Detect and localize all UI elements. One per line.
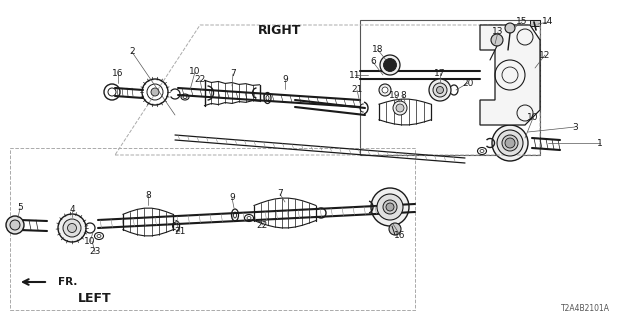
Text: 12: 12 <box>540 51 550 60</box>
Circle shape <box>491 34 503 46</box>
Text: 22: 22 <box>257 220 268 229</box>
Polygon shape <box>480 25 540 125</box>
Polygon shape <box>360 20 540 155</box>
Text: 18: 18 <box>372 45 384 54</box>
Circle shape <box>505 138 515 148</box>
Circle shape <box>386 203 394 211</box>
Ellipse shape <box>429 79 451 101</box>
Text: 16: 16 <box>394 230 406 239</box>
Circle shape <box>6 216 24 234</box>
Text: 9: 9 <box>229 194 235 203</box>
Ellipse shape <box>383 59 397 71</box>
Ellipse shape <box>371 188 409 226</box>
Text: 22: 22 <box>195 76 205 84</box>
Text: 21: 21 <box>351 85 363 94</box>
Text: 5: 5 <box>17 204 23 212</box>
Text: FR.: FR. <box>58 277 77 287</box>
Ellipse shape <box>497 130 523 156</box>
Text: 13: 13 <box>492 28 504 36</box>
Text: 3: 3 <box>572 123 578 132</box>
Ellipse shape <box>151 88 159 96</box>
Text: RIGHT: RIGHT <box>259 23 301 36</box>
Ellipse shape <box>380 55 400 75</box>
Text: 2: 2 <box>129 47 135 57</box>
Ellipse shape <box>379 84 391 96</box>
Circle shape <box>10 220 20 230</box>
Circle shape <box>389 223 401 235</box>
Ellipse shape <box>396 104 404 112</box>
Text: 23: 23 <box>90 247 100 257</box>
Text: 10: 10 <box>189 68 201 76</box>
Ellipse shape <box>377 194 403 220</box>
Bar <box>530 20 540 26</box>
Ellipse shape <box>436 86 444 93</box>
Text: 8: 8 <box>145 190 151 199</box>
Ellipse shape <box>383 200 397 214</box>
Ellipse shape <box>492 125 528 161</box>
Text: 15: 15 <box>516 18 528 27</box>
Text: 14: 14 <box>542 18 554 27</box>
Ellipse shape <box>67 223 77 233</box>
Text: 10: 10 <box>84 237 96 246</box>
Text: 6: 6 <box>370 58 376 67</box>
Text: 4: 4 <box>69 205 75 214</box>
Ellipse shape <box>382 87 388 93</box>
Text: 9: 9 <box>282 76 288 84</box>
Text: T2A4B2101A: T2A4B2101A <box>561 304 610 313</box>
Text: 19: 19 <box>389 92 401 100</box>
Ellipse shape <box>393 101 407 115</box>
Text: 10: 10 <box>527 114 539 123</box>
Text: 8: 8 <box>400 91 406 100</box>
Text: 16: 16 <box>112 68 124 77</box>
Text: 7: 7 <box>230 69 236 78</box>
Text: 7: 7 <box>277 189 283 198</box>
Text: LEFT: LEFT <box>78 292 112 305</box>
Ellipse shape <box>63 219 81 237</box>
Ellipse shape <box>433 83 447 97</box>
Ellipse shape <box>58 214 86 242</box>
Text: 21: 21 <box>174 228 186 236</box>
Ellipse shape <box>502 135 518 151</box>
Text: 11: 11 <box>349 70 361 79</box>
Text: 17: 17 <box>435 68 445 77</box>
Circle shape <box>505 23 515 33</box>
Text: 20: 20 <box>462 78 474 87</box>
Text: 1: 1 <box>597 139 603 148</box>
